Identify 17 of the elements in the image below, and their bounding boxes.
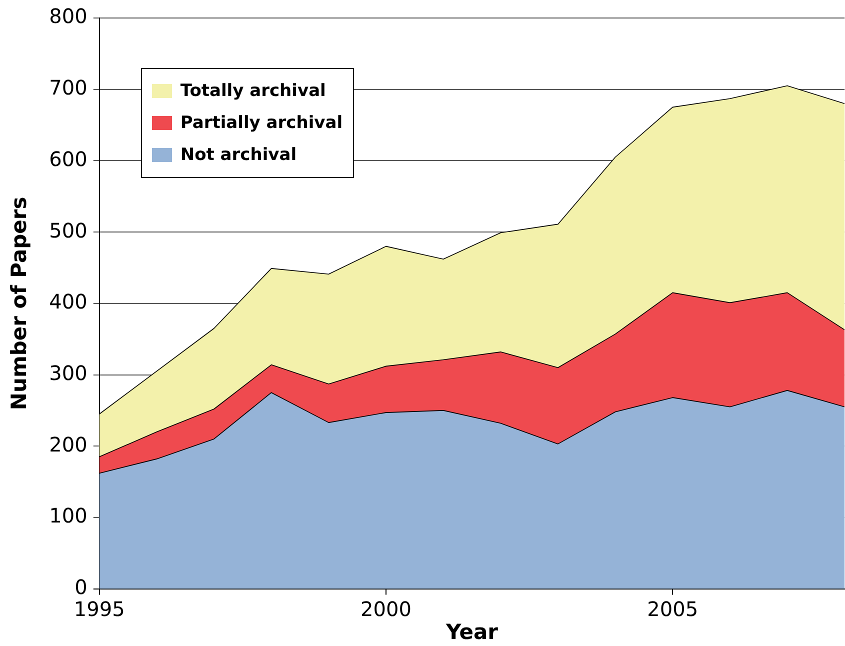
x-tick-label: 1995: [74, 597, 125, 622]
y-axis-title: Number of Papers: [7, 196, 32, 410]
legend-label: Not archival: [179, 144, 298, 167]
x-tick-label: 2005: [647, 597, 698, 622]
y-tick-label: 300: [49, 360, 88, 385]
y-tick-label: 200: [49, 432, 88, 456]
y-tick-label: 400: [49, 290, 88, 314]
x-tick-label: 2000: [360, 597, 412, 622]
y-tick-label: 600: [49, 146, 88, 171]
y-tick-label: 800: [49, 4, 88, 28]
x-axis-title: Year: [444, 620, 499, 644]
legend-label: Totally archival: [179, 80, 327, 103]
y-tick-label: 100: [49, 504, 88, 528]
y-tick-label: 0: [74, 575, 88, 600]
legend-label: Partially archival: [179, 112, 343, 135]
y-tick-label: 700: [49, 76, 88, 100]
y-tick-label: 500: [49, 218, 88, 242]
